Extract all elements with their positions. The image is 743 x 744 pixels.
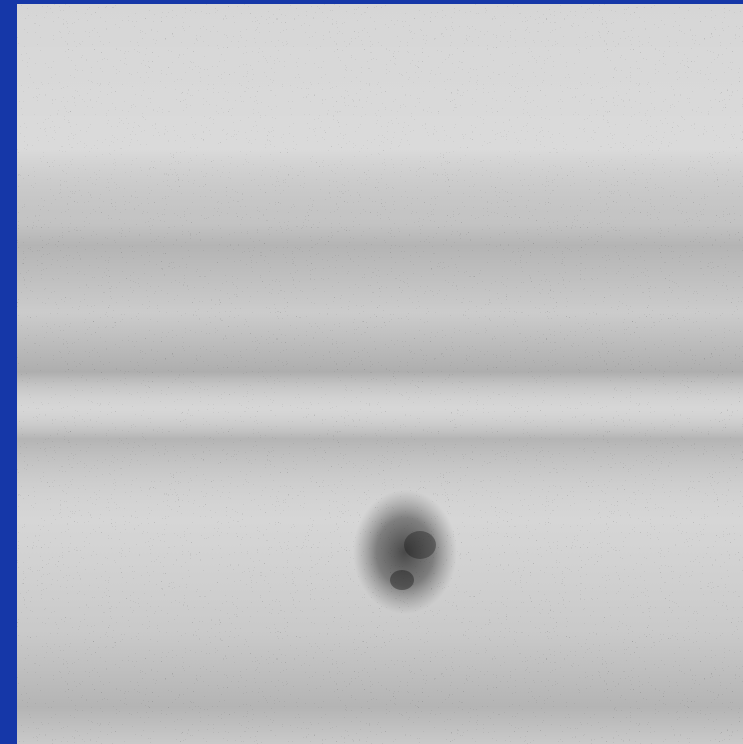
noise-image: [0, 0, 743, 744]
blob-core: [390, 570, 414, 590]
body: [0, 0, 743, 744]
page: {} html, body { margin: 0; padding: 0; w…: [0, 0, 743, 744]
blob-core: [404, 531, 436, 559]
dark-blob: [353, 490, 457, 614]
top-border: [17, 0, 743, 4]
horizontal-bands: [17, 0, 743, 744]
left-border: [0, 0, 17, 744]
